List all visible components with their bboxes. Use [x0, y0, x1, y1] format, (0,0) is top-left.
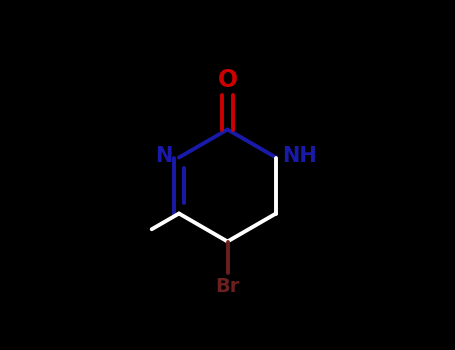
Text: N: N [155, 146, 173, 166]
Text: NH: NH [282, 146, 317, 166]
Text: Br: Br [215, 277, 240, 296]
Text: O: O [217, 68, 238, 92]
